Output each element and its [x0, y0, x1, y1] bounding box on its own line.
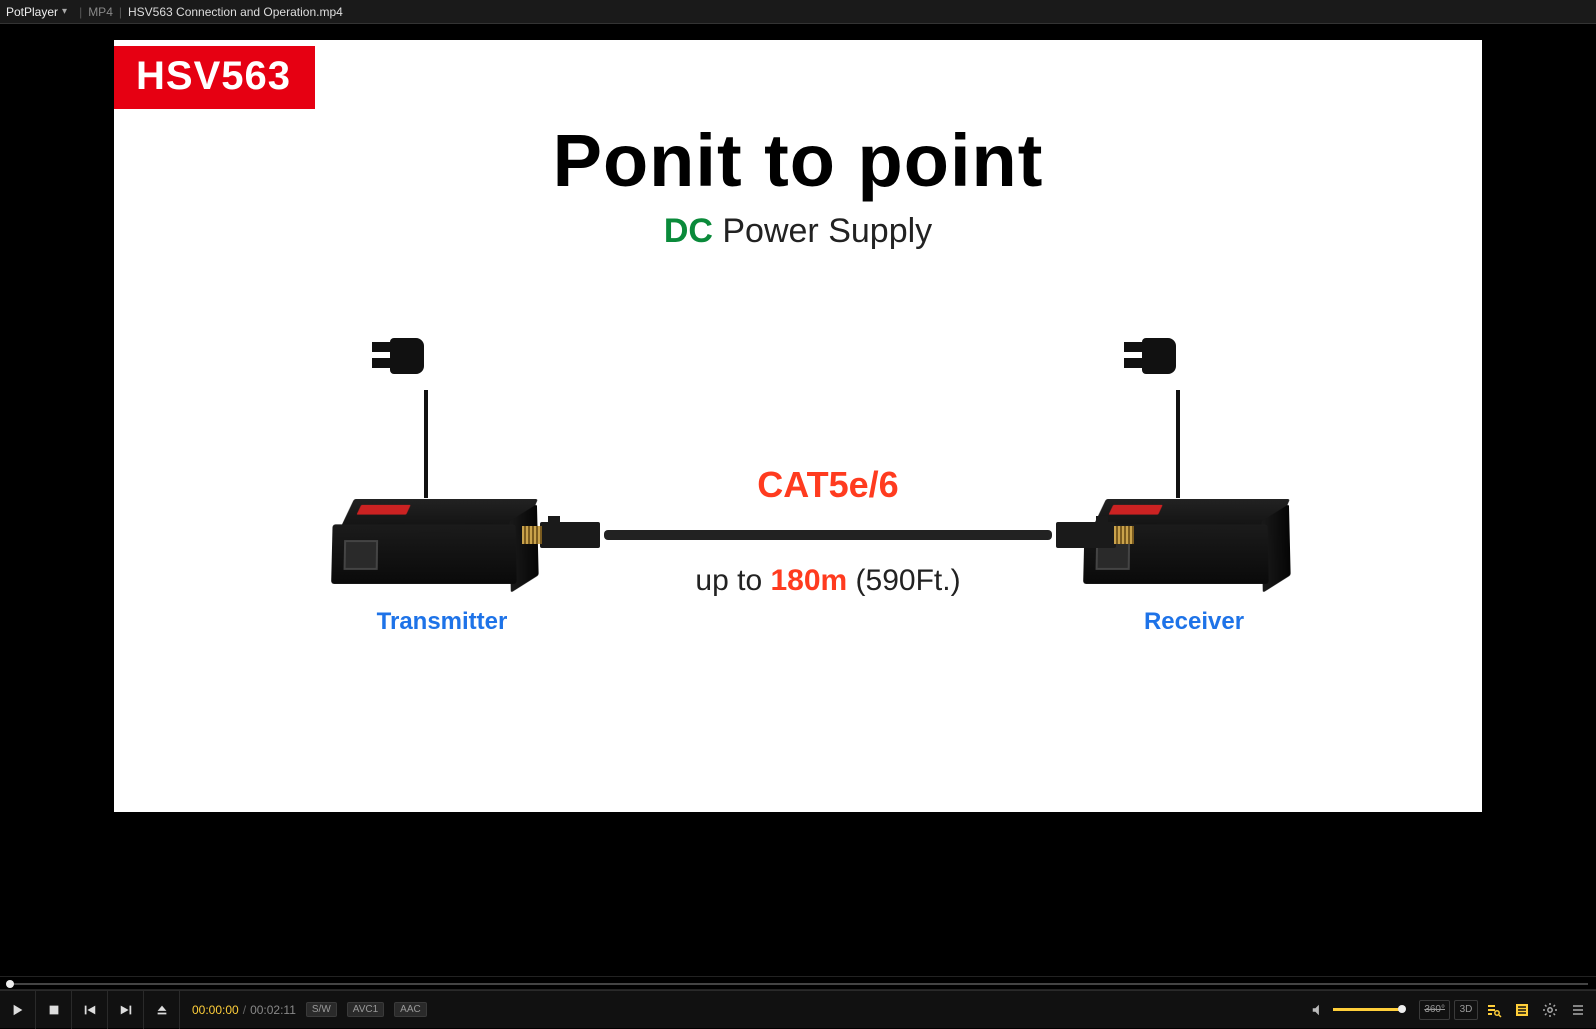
- seek-track: [8, 983, 1588, 985]
- volume-knob[interactable]: [1398, 1005, 1406, 1013]
- stop-icon: [47, 1003, 61, 1017]
- rj45-connector-icon: [1056, 522, 1116, 548]
- time-separator: /: [243, 1003, 246, 1017]
- seek-knob[interactable]: [6, 980, 14, 988]
- slide-headline: Ponit to point: [114, 118, 1482, 203]
- receiver-block: Receiver: [1084, 338, 1304, 636]
- button-360[interactable]: 360°: [1419, 1000, 1450, 1020]
- playlist-button[interactable]: [1510, 998, 1534, 1022]
- power-plug-icon: [372, 338, 428, 390]
- next-button[interactable]: [108, 991, 144, 1029]
- previous-button[interactable]: [72, 991, 108, 1029]
- distance-value: 180m: [770, 564, 847, 597]
- title-bar: PotPlayer ▾ | MP4 | HSV563 Connection an…: [0, 0, 1596, 24]
- volume-slider[interactable]: [1333, 1008, 1405, 1011]
- rj45-connector-icon: [540, 522, 600, 548]
- video-frame: HSV563 Ponit to point DC Power Supply Tr…: [114, 40, 1482, 812]
- titlebar-separator: |: [79, 5, 82, 19]
- sub-dc: DC: [664, 212, 713, 250]
- app-name[interactable]: PotPlayer: [6, 5, 58, 19]
- play-button[interactable]: [0, 991, 36, 1029]
- list-search-icon: [1486, 1002, 1502, 1018]
- skip-next-icon: [119, 1003, 133, 1017]
- eject-button[interactable]: [144, 991, 180, 1029]
- sub-rest: Power Supply: [713, 212, 932, 250]
- volume-fill: [1333, 1008, 1401, 1011]
- control-bar: 00:00:00 / 00:02:11 S/W AVC1 AAC 360° 3D: [0, 990, 1596, 1028]
- file-name: HSV563 Connection and Operation.mp4: [128, 5, 343, 19]
- total-time: 00:02:11: [250, 1003, 296, 1017]
- product-badge: HSV563: [114, 46, 315, 109]
- gear-icon: [1542, 1002, 1558, 1018]
- eject-icon: [155, 1003, 169, 1017]
- slide-subheadline: DC Power Supply: [114, 212, 1482, 251]
- time-display: 00:00:00 / 00:02:11 S/W AVC1 AAC: [180, 1002, 439, 1017]
- current-time: 00:00:00: [192, 1003, 239, 1017]
- button-3d[interactable]: 3D: [1454, 1000, 1478, 1020]
- settings-button[interactable]: [1538, 998, 1562, 1022]
- decoder-tag: S/W: [306, 1002, 337, 1017]
- cable-block: CAT5e/6 up to 180m (590Ft.): [554, 464, 1102, 598]
- cable-type-label: CAT5e/6: [554, 464, 1102, 506]
- power-cord-icon: [424, 390, 428, 498]
- power-cord-icon: [1176, 390, 1180, 498]
- right-controls: 360° 3D: [1311, 998, 1596, 1022]
- titlebar-separator: |: [119, 5, 122, 19]
- seek-bar[interactable]: [0, 976, 1596, 990]
- transmitter-device-icon: [331, 499, 539, 598]
- transmitter-label: Transmitter: [332, 608, 552, 636]
- video-area[interactable]: HSV563 Ponit to point DC Power Supply Tr…: [0, 24, 1596, 976]
- volume-icon[interactable]: [1311, 1003, 1325, 1017]
- cable-distance-label: up to 180m (590Ft.): [554, 564, 1102, 598]
- distance-prefix: up to: [695, 564, 770, 597]
- receiver-label: Receiver: [1084, 608, 1304, 636]
- ethernet-cable-icon: [554, 516, 1102, 556]
- playlist-icon: [1514, 1002, 1530, 1018]
- stop-button[interactable]: [36, 991, 72, 1029]
- play-icon: [11, 1003, 25, 1017]
- receiver-device-icon: [1083, 499, 1291, 598]
- distance-suffix: (590Ft.): [847, 564, 960, 597]
- menu-button[interactable]: [1566, 998, 1590, 1022]
- transmitter-block: Transmitter: [332, 338, 552, 636]
- power-plug-icon: [1124, 338, 1180, 390]
- hamburger-icon: [1570, 1002, 1586, 1018]
- video-codec-tag: AVC1: [347, 1002, 384, 1017]
- skip-previous-icon: [83, 1003, 97, 1017]
- format-label: MP4: [88, 5, 113, 19]
- audio-codec-tag: AAC: [394, 1002, 427, 1017]
- app-menu-chevron-icon[interactable]: ▾: [62, 6, 67, 17]
- playlist-search-button[interactable]: [1482, 998, 1506, 1022]
